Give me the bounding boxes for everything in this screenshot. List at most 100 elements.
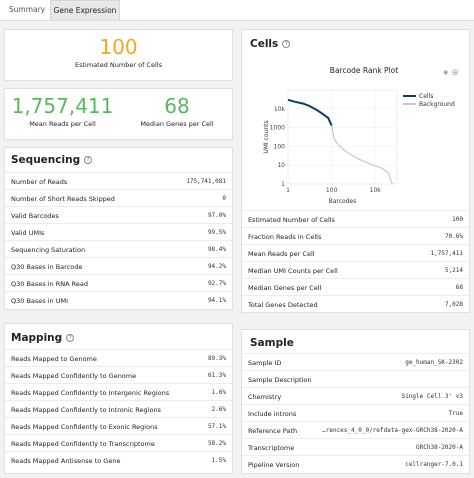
- legend-label: Background: [419, 101, 455, 108]
- median-genes-label: Median Genes per Cell: [140, 120, 214, 128]
- metric-label: Sample ID: [248, 359, 282, 367]
- table-row: Valid UMIs 99.5%: [5, 223, 232, 240]
- table-row: Mean Reads per Cell 1,757,411: [242, 244, 469, 261]
- legend-label: Cells: [419, 93, 433, 100]
- metric-value: 57.1%: [207, 423, 226, 430]
- table-row: Reads Mapped Confidently to Exonic Regio…: [5, 417, 232, 434]
- tab-gene-expression[interactable]: Gene Expression: [50, 0, 120, 20]
- metric-value: 58.2%: [207, 440, 226, 447]
- table-row: Pipeline Version cellranger-7.0.1: [242, 455, 469, 472]
- metric-value: Single Cell 3' v3: [401, 393, 463, 400]
- series-line-background: [331, 125, 393, 185]
- metric-label: Estimated Number of Cells: [248, 216, 335, 224]
- estimated-cells-label: Estimated Number of Cells: [75, 61, 162, 69]
- metric-label: Reads Mapped Confidently to Genome: [11, 372, 137, 380]
- x-axis-label: Barcodes: [329, 198, 357, 205]
- table-row: Sample ID ge_human_SK-2302: [242, 353, 469, 370]
- mapping-title-text: Mapping: [11, 332, 63, 344]
- x-tick-label: 10k: [370, 187, 382, 194]
- metric-label: Chemistry: [248, 393, 282, 401]
- metric-value: 2.6%: [211, 406, 226, 413]
- metric-label: Median UMI Counts per Cell: [248, 267, 338, 275]
- camera-icon[interactable]: ◉: [443, 69, 449, 76]
- table-row: Reads Mapped Antisense to Gene 1.5%: [5, 451, 232, 468]
- metric-value: ge_human_SK-2302: [405, 359, 463, 366]
- barcode-rank-chart: 1 100 10k 1 10 100 1000 10k Barcodes UMI counts Ce…: [263, 89, 455, 205]
- metric-label: Valid UMIs: [11, 229, 45, 237]
- metric-value: True: [448, 410, 463, 417]
- metric-value: 0: [222, 195, 226, 202]
- cells-card: Cells? Barcode Rank Plot ◉ ⨁ 1 100 10k 1 10 1…: [241, 29, 470, 313]
- metric-label: Reads Mapped Confidently to Transcriptom…: [11, 440, 155, 448]
- sequencing-title: Sequencing?: [11, 154, 93, 166]
- table-row: Estimated Number of Cells 100: [242, 210, 469, 227]
- metric-label: Reads Mapped Confidently to Intronic Reg…: [11, 406, 161, 414]
- metric-value: 92.7%: [207, 280, 226, 287]
- table-row: Sample Description: [242, 370, 469, 387]
- metric-label: Q30 Bases in UMI: [11, 297, 69, 305]
- metric-value: 99.5%: [207, 229, 226, 236]
- metric-value: 61.3%: [207, 372, 226, 379]
- metric-label: Reads Mapped to Genome: [11, 355, 97, 363]
- help-icon[interactable]: ?: [84, 156, 93, 164]
- metric-value: GRCh38-2020-A: [416, 444, 463, 451]
- table-row: Number of Reads 175,741,081: [5, 172, 232, 189]
- metric-label: Fraction Reads in Cells: [248, 233, 322, 241]
- metric-value: 94.1%: [207, 297, 226, 304]
- metric-label: Transcriptome: [248, 444, 295, 452]
- table-row: Reads Mapped Confidently to Intergenic R…: [5, 383, 232, 400]
- help-icon[interactable]: ?: [282, 40, 291, 48]
- table-row: Median Genes per Cell 68: [242, 278, 469, 295]
- cells-title-text: Cells: [250, 38, 279, 50]
- table-row: Transcriptome GRCh38-2020-A: [242, 438, 469, 455]
- y-axis-label: UMI counts: [263, 120, 270, 153]
- sequencing-title-text: Sequencing: [11, 154, 81, 166]
- metric-label: Total Genes Detected: [248, 301, 318, 309]
- metric-value: 100: [452, 216, 463, 223]
- tab-summary[interactable]: Summary: [8, 5, 46, 14]
- metric-value: 94.2%: [207, 263, 226, 270]
- median-genes-value: 68: [164, 94, 190, 118]
- metric-label: Mean Reads per Cell: [248, 250, 315, 258]
- table-row: Chemistry Single Cell 3' v3: [242, 387, 469, 404]
- y-tick-label: 100: [274, 143, 286, 150]
- table-row: Reads Mapped to Genome 89.3%: [5, 349, 232, 366]
- metric-value: 5,214: [444, 267, 463, 274]
- zoom-icon[interactable]: ⨁: [452, 69, 459, 76]
- estimated-cells-card: 100 Estimated Number of Cells: [4, 29, 233, 81]
- table-row: Median UMI Counts per Cell 5,214: [242, 261, 469, 278]
- table-row: Include introns True: [242, 404, 469, 421]
- metric-value: 97.0%: [207, 212, 226, 219]
- table-row: Reads Mapped Confidently to Transcriptom…: [5, 434, 232, 451]
- series-line-cells: [287, 98, 333, 126]
- metric-label: Q30 Bases in RNA Read: [11, 280, 88, 288]
- x-tick-label: 1: [286, 187, 290, 194]
- table-row: Fraction Reads in Cells 70.6%: [242, 227, 469, 244]
- sample-card: Sample Sample ID ge_human_SK-2302 Sample D…: [241, 329, 470, 474]
- table-row: Q30 Bases in RNA Read 92.7%: [5, 274, 232, 291]
- metric-label: Reference Path: [248, 427, 298, 435]
- chart-title: Barcode Rank Plot: [329, 66, 399, 75]
- mapping-title: Mapping?: [11, 332, 75, 344]
- x-tick-label: 100: [326, 187, 338, 194]
- table-row: Reads Mapped Confidently to Genome 61.3%: [5, 366, 232, 383]
- metric-value: cellranger-7.0.1: [405, 461, 463, 468]
- y-tick-label: 1: [281, 181, 285, 188]
- metric-value: 1.6%: [211, 389, 226, 396]
- y-tick-label: 1000: [270, 125, 285, 132]
- metric-label: Sample Description: [248, 376, 312, 384]
- help-icon[interactable]: ?: [66, 334, 75, 342]
- table-row: Valid Barcodes 97.0%: [5, 206, 232, 223]
- table-row: Q30 Bases in UMI 94.1%: [5, 291, 232, 308]
- metric-label: Valid Barcodes: [11, 212, 59, 220]
- cells-title: Cells?: [250, 38, 291, 50]
- metric-value: 98.4%: [207, 246, 226, 253]
- sample-title: Sample: [250, 337, 294, 349]
- metric-value: 175,741,081: [186, 178, 226, 185]
- metric-label: Median Genes per Cell: [248, 284, 322, 292]
- metric-label: Reads Mapped Antisense to Gene: [11, 457, 121, 465]
- chart-toolbar: ◉ ⨁: [443, 69, 458, 76]
- metric-label: Sequencing Saturation: [11, 246, 86, 254]
- metric-value: …rences_4_0_0/refdata-gex-GRCh38-2020-A: [322, 427, 463, 434]
- reads-genes-card: 1,757,411 Mean Reads per Cell 68 Median …: [4, 88, 233, 140]
